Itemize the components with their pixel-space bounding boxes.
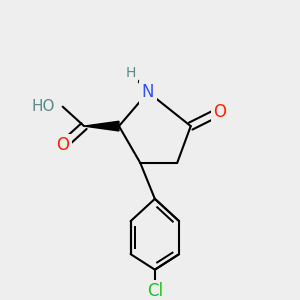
Text: N: N (142, 83, 154, 101)
Text: H: H (125, 66, 136, 80)
Text: O: O (213, 103, 226, 121)
Text: Cl: Cl (147, 282, 163, 300)
Polygon shape (84, 121, 119, 131)
Text: HO: HO (32, 99, 55, 114)
Text: O: O (56, 136, 69, 154)
